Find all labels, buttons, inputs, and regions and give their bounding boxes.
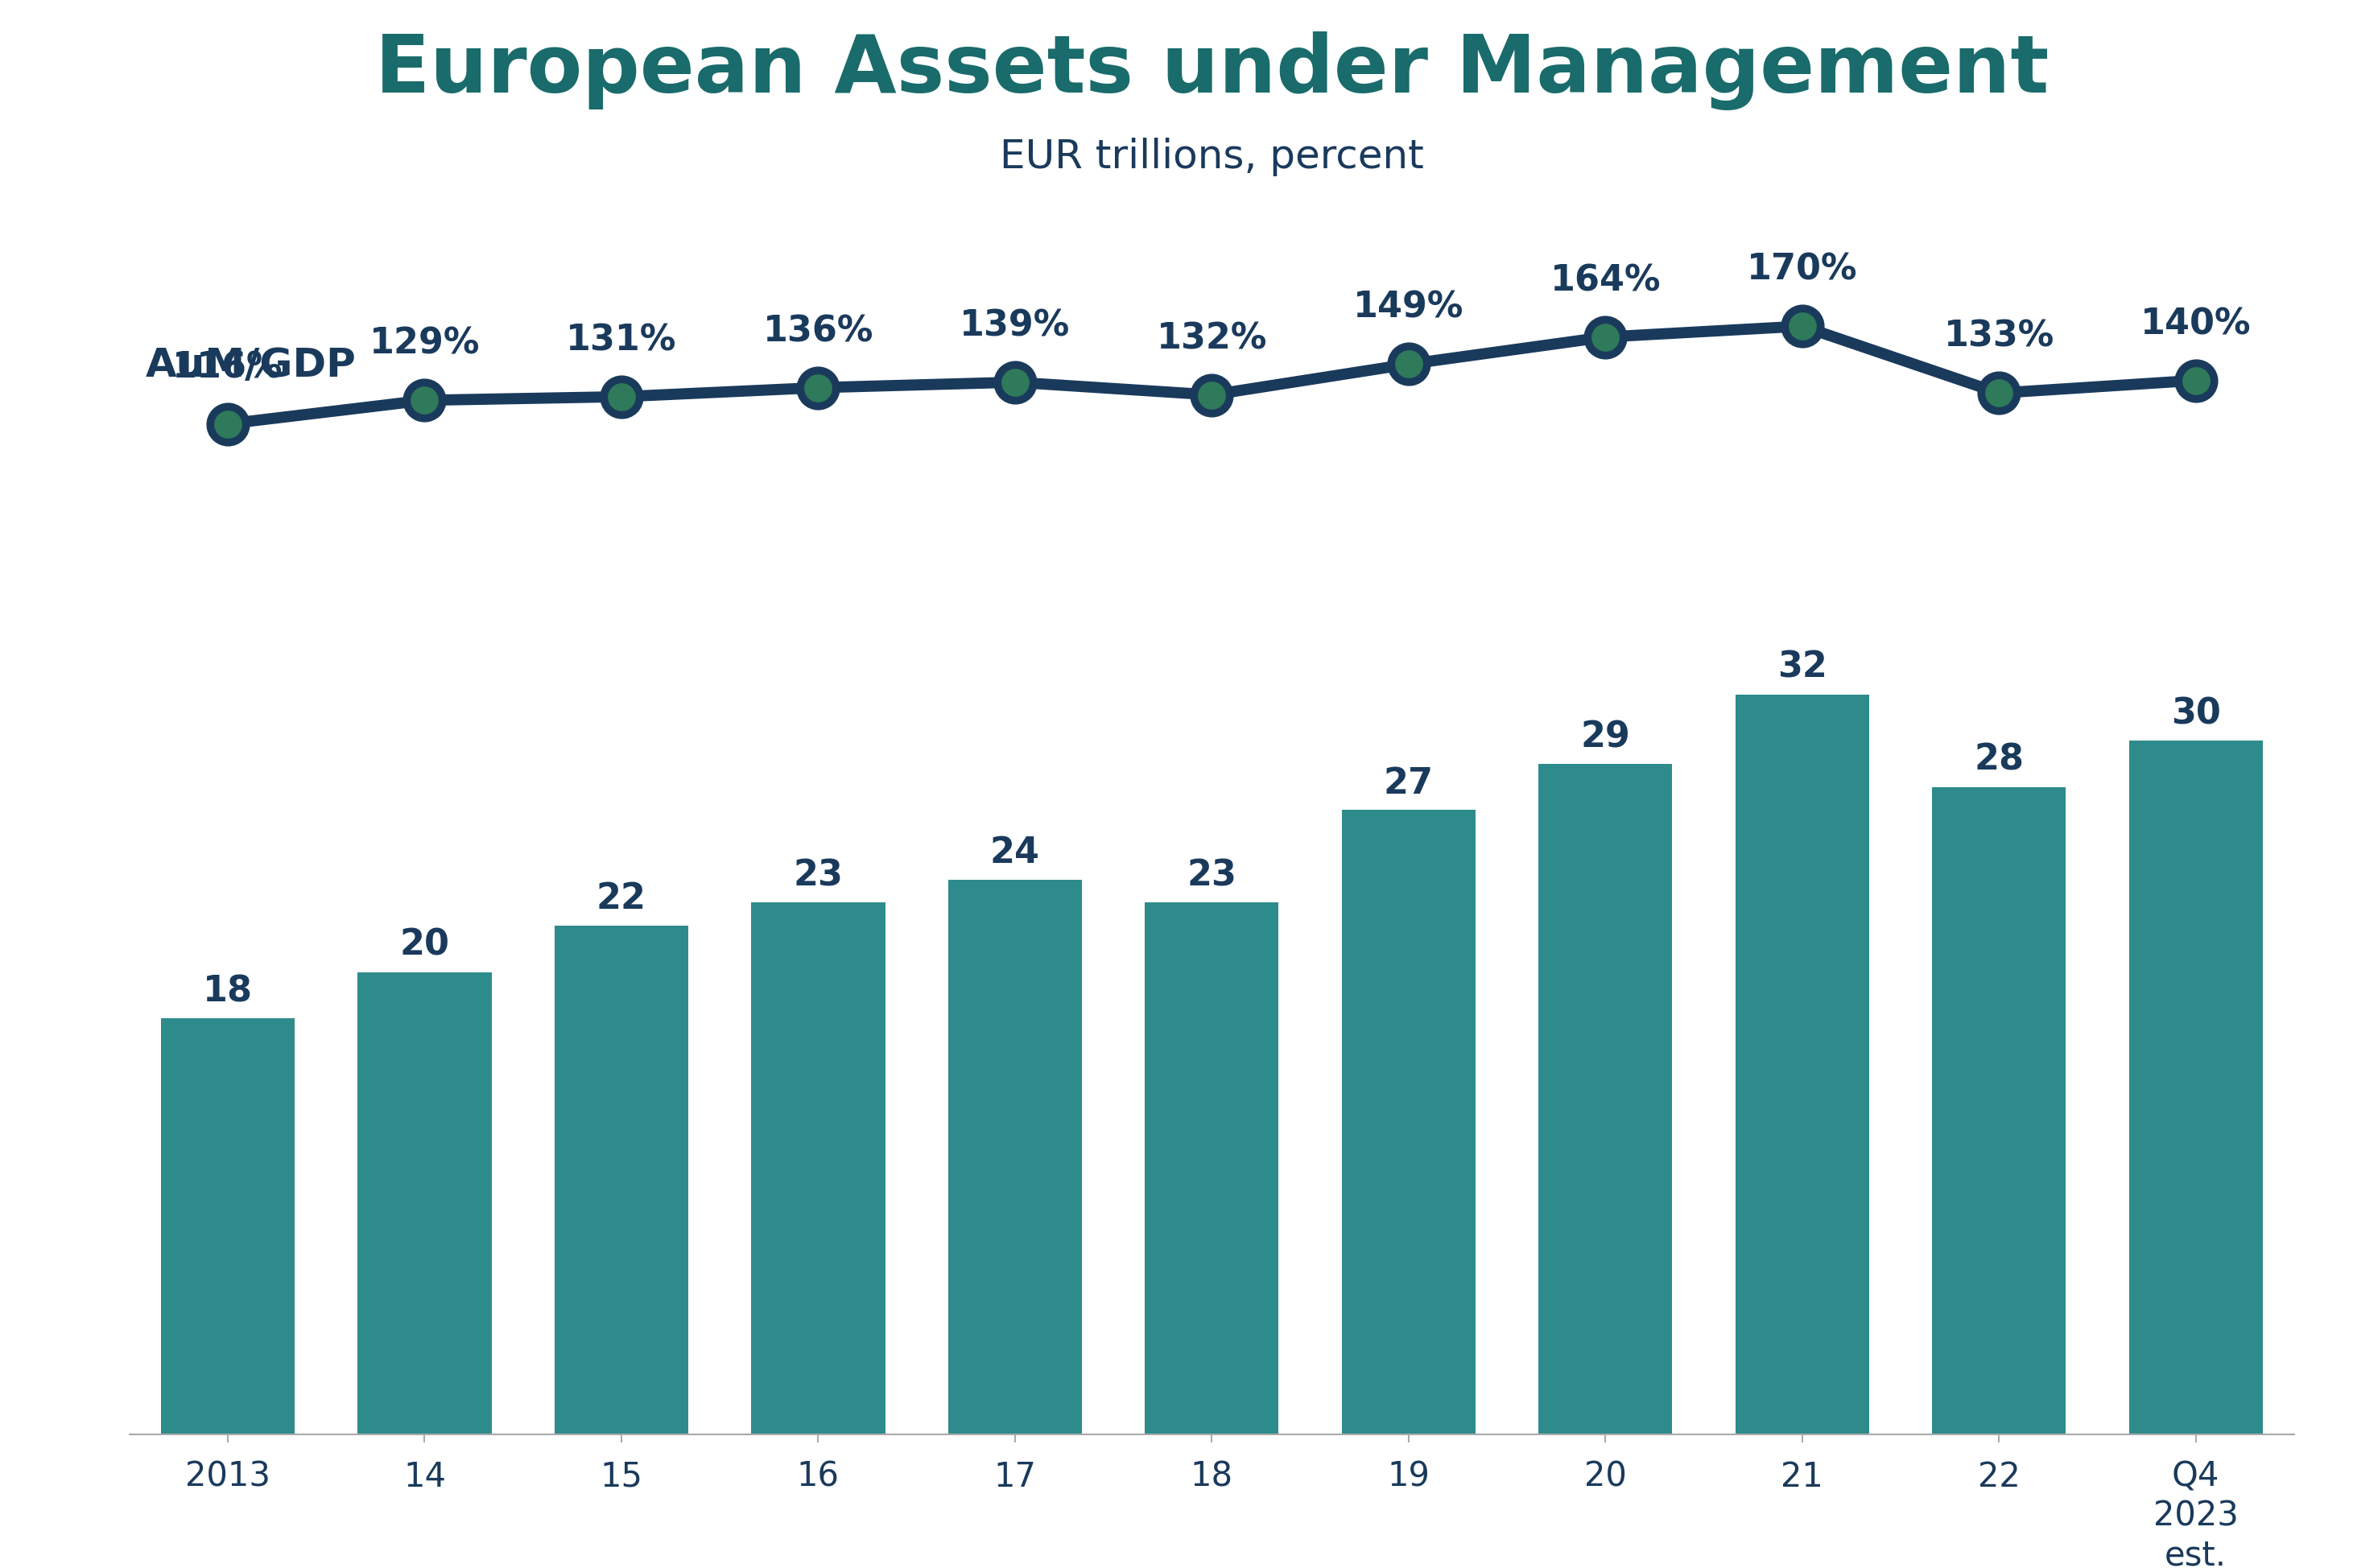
Text: 22: 22 — [595, 881, 647, 916]
Bar — [160, 1019, 294, 1435]
Text: 29: 29 — [1581, 720, 1631, 754]
Text: 149%: 149% — [1353, 290, 1464, 325]
Text: 132%: 132% — [1158, 321, 1266, 356]
Text: 133%: 133% — [1944, 320, 2054, 354]
Text: EUR trillions, percent: EUR trillions, percent — [1000, 138, 1424, 176]
Bar — [1932, 787, 2066, 1435]
Text: 116%: 116% — [172, 350, 282, 384]
Text: 139%: 139% — [960, 309, 1071, 343]
Text: 170%: 170% — [1746, 252, 1857, 287]
Text: 129%: 129% — [369, 326, 480, 361]
Bar — [1539, 764, 1673, 1435]
Text: 28: 28 — [1974, 742, 2024, 778]
Bar — [2129, 742, 2264, 1435]
Text: 23: 23 — [1186, 858, 1238, 892]
Text: AuM/GDP: AuM/GDP — [146, 347, 355, 384]
Text: 18: 18 — [202, 974, 252, 1008]
Text: European Assets under Management: European Assets under Management — [374, 31, 2049, 110]
Bar — [948, 880, 1082, 1435]
Bar — [1734, 695, 1868, 1435]
Bar — [751, 903, 885, 1435]
Text: 30: 30 — [2172, 696, 2221, 731]
Text: 24: 24 — [991, 834, 1040, 869]
Text: 23: 23 — [793, 858, 842, 892]
Text: 136%: 136% — [762, 314, 873, 348]
Text: 140%: 140% — [2141, 307, 2252, 342]
Bar — [1146, 903, 1278, 1435]
Bar — [358, 972, 492, 1435]
Bar — [1341, 811, 1475, 1435]
Text: 32: 32 — [1777, 649, 1826, 685]
Text: 164%: 164% — [1551, 263, 1661, 298]
Text: 131%: 131% — [567, 323, 678, 358]
Bar — [555, 927, 689, 1435]
Text: 20: 20 — [400, 927, 449, 961]
Text: 27: 27 — [1384, 765, 1433, 800]
